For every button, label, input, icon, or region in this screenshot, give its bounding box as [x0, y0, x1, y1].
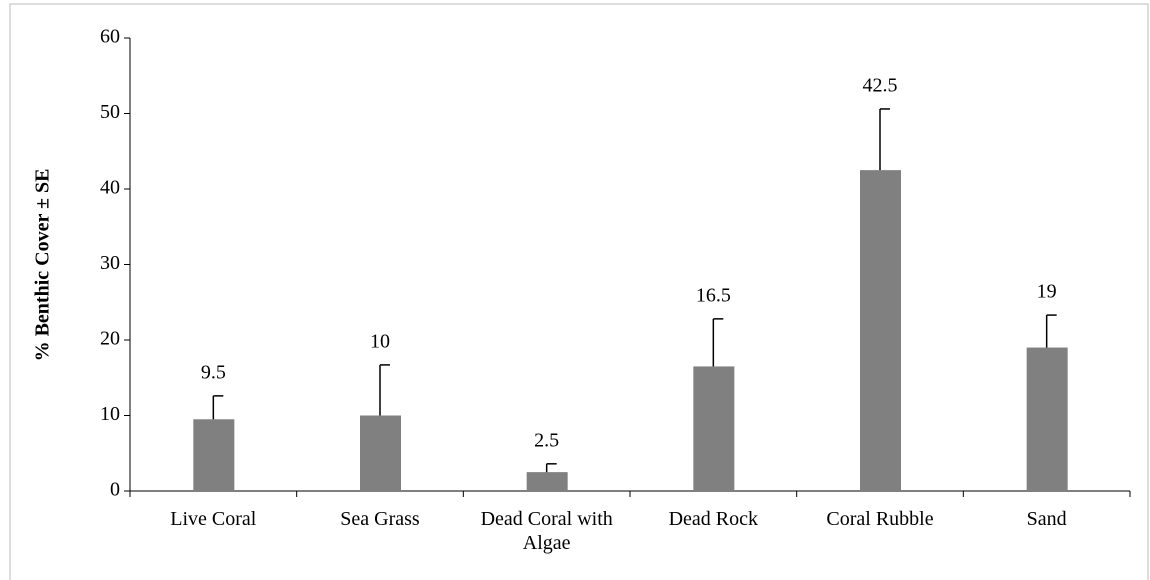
y-tick-label: 40 [100, 177, 120, 199]
bar [693, 366, 735, 491]
data-label: 10 [370, 331, 390, 353]
y-tick-label: 60 [100, 26, 120, 48]
data-label: 9.5 [201, 361, 226, 383]
data-label: 16.5 [696, 284, 731, 306]
bar [526, 472, 568, 491]
y-tick-label: 30 [100, 252, 120, 274]
x-tick-label: Dead Coral with Algae [480, 508, 613, 554]
y-tick-label: 10 [100, 403, 120, 425]
data-label: 42.5 [863, 75, 898, 97]
x-tick-label: Coral Rubble [826, 508, 934, 530]
x-tick-label: Live Coral [170, 508, 257, 530]
chart-frame [9, 3, 1149, 580]
data-label: 2.5 [534, 429, 559, 451]
bar [1026, 347, 1068, 491]
x-tick-label: Sea Grass [340, 508, 420, 530]
bar [860, 170, 901, 491]
y-tick-label: 0 [110, 479, 120, 501]
x-tick-label: Dead Rock [668, 508, 759, 530]
y-tick-label: 50 [100, 101, 120, 123]
data-label: 19 [1037, 281, 1057, 303]
x-tick-label: Sand [1026, 508, 1067, 530]
y-axis-label: % Benthic Cover ± SE [32, 169, 54, 362]
bar [360, 415, 401, 491]
bar [193, 419, 235, 491]
y-tick-label: 20 [100, 328, 120, 350]
